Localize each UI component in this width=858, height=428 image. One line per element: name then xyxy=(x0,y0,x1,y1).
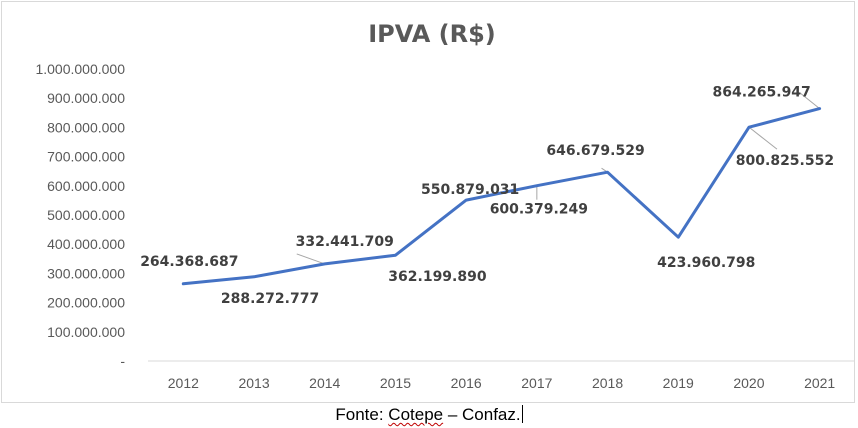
y-tick-label: 100.000.000 xyxy=(47,324,125,340)
leader-line xyxy=(296,253,325,265)
y-tick-label: - xyxy=(120,353,125,369)
data-label: 646.679.529 xyxy=(546,143,644,159)
data-label: 423.960.798 xyxy=(657,255,755,271)
x-tick-label: 2014 xyxy=(309,375,340,391)
y-tick-label: 1.000.000.000 xyxy=(35,61,125,77)
y-tick-label: 700.000.000 xyxy=(47,149,125,165)
y-tick-label: 600.000.000 xyxy=(47,178,125,194)
data-label: 550.879.031 xyxy=(421,182,519,198)
y-tick-label: 400.000.000 xyxy=(47,236,125,252)
caption-prefix: Fonte: xyxy=(335,405,389,424)
series-line xyxy=(181,107,822,286)
x-tick-label: 2021 xyxy=(804,375,835,391)
caption-source: Cotepe xyxy=(388,405,444,424)
data-label: 600.379.249 xyxy=(490,202,588,218)
ipva-line-chart: IPVA (R$) - 100.000.000 200.000.000 300.000… xyxy=(35,20,855,391)
y-tick-label: 200.000.000 xyxy=(47,295,125,311)
x-tick-label: 2019 xyxy=(663,375,694,391)
leader-line xyxy=(799,92,820,110)
chart-frame xyxy=(1,1,855,403)
y-tick-label: 500.000.000 xyxy=(47,207,125,223)
text-cursor xyxy=(521,405,523,423)
x-tick-label: 2020 xyxy=(733,375,764,391)
data-label: 288.272.777 xyxy=(221,291,319,307)
y-tick-label: 300.000.000 xyxy=(47,265,125,281)
label-leader-lines xyxy=(296,92,820,265)
y-tick-label: 900.000.000 xyxy=(47,90,125,106)
y-tick-label: 800.000.000 xyxy=(47,119,125,135)
data-labels: 264.368.687 288.272.777 332.441.709 362.199… xyxy=(140,85,834,307)
y-axis-ticks: - 100.000.000 200.000.000 300.000.000 400.00… xyxy=(35,61,125,369)
chart-title: IPVA (R$) xyxy=(368,20,496,48)
x-tick-label: 2017 xyxy=(521,375,552,391)
x-axis-ticks: 2012 2013 2014 2015 2016 2017 2018 2019 2020 2021 xyxy=(168,375,836,391)
data-label: 264.368.687 xyxy=(140,254,238,270)
leader-line xyxy=(748,126,778,150)
data-label: 864.265.947 xyxy=(712,85,810,101)
x-tick-label: 2016 xyxy=(451,375,482,391)
x-tick-label: 2015 xyxy=(380,375,411,391)
data-label: 800.825.552 xyxy=(736,153,834,169)
data-label: 362.199.890 xyxy=(388,269,487,285)
x-tick-label: 2012 xyxy=(168,375,199,391)
data-label: 332.441.709 xyxy=(296,234,394,250)
x-tick-label: 2018 xyxy=(592,375,623,391)
figure-caption: Fonte: Cotepe – Confaz. xyxy=(0,405,858,425)
x-tick-label: 2013 xyxy=(238,375,269,391)
caption-suffix: – Confaz. xyxy=(443,405,521,424)
